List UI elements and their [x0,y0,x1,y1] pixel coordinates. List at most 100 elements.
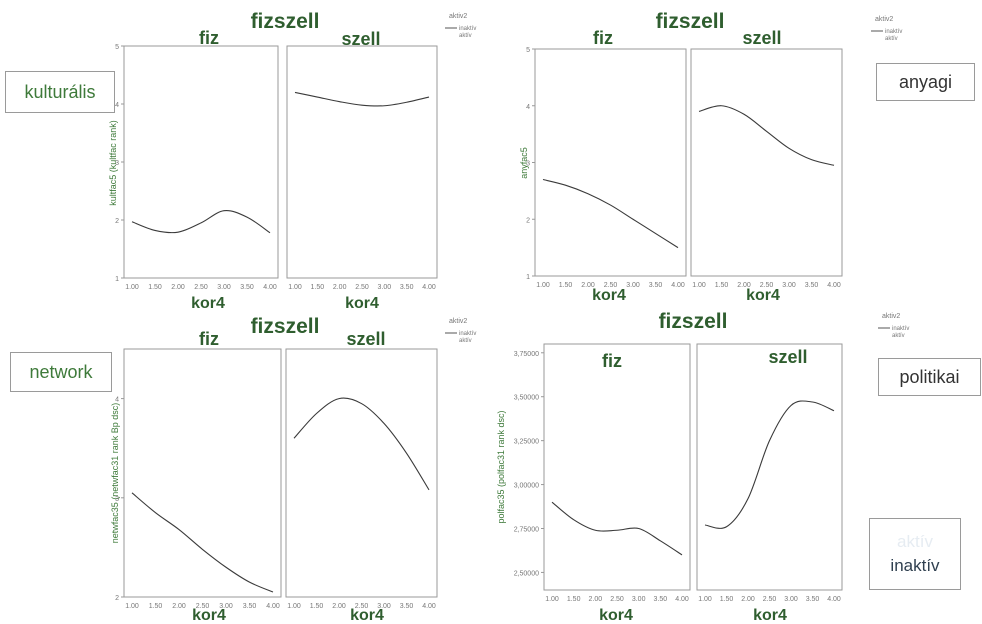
panel-label: fiz [593,28,613,48]
label-inaktiv: inaktív [890,556,940,575]
panel-frame [123,348,282,598]
y-tick-label: 3,25000 [514,439,539,446]
series-line-fiz [131,210,271,234]
x-tick-label: 4.00 [422,284,436,291]
x-tick-label: 1.50 [567,596,581,603]
x-tick-label: 4.00 [266,603,280,610]
y-tick-label: 3,75000 [514,351,539,358]
label-kulturalis: kulturális [5,71,115,113]
x-tick-label: 2.00 [172,603,186,610]
y-tick-label: 3 [115,496,119,503]
x-axis-label: kor4 [599,607,633,624]
x-tick-label: 3.50 [654,596,668,603]
x-tick-label: 1.50 [720,596,734,603]
legend-entry: inaktív [885,29,902,35]
chart-title: fizszell [656,10,725,33]
y-axis-label: netwfac35 (netwfac31 rank Bp dsc) [110,403,120,544]
x-tick-label: 1.00 [698,596,712,603]
label-anyagi: anyagi [876,63,975,101]
x-tick-label: 3.50 [400,603,414,610]
panel-frame [690,48,843,277]
x-tick-label: 2.50 [760,282,774,289]
y-tick-label: 2 [115,595,119,602]
x-tick-label: 4.00 [675,596,689,603]
x-tick-label: 4.00 [263,284,277,291]
x-tick-label: 1.00 [692,282,706,289]
x-tick-label: 2.50 [194,284,208,291]
legend-entry: aktív [892,333,905,339]
x-axis-label: kor4 [746,287,780,304]
legend-entry: aktív [459,338,472,344]
x-tick-label: 3.50 [400,284,414,291]
panel-label: szell [341,29,380,49]
x-tick-label: 3.00 [219,603,233,610]
x-tick-label: 4.00 [827,282,841,289]
chart-title: fizszell [251,10,320,33]
legend-entry: inaktív [459,26,476,32]
panel-frame [534,48,687,277]
panel-label: szell [768,347,807,367]
x-tick-label: 2.50 [604,282,618,289]
panel-frame [285,348,438,598]
legend-title: aktiv2 [449,318,467,325]
x-tick-label: 1.00 [545,596,559,603]
y-tick-label: 4 [115,102,119,109]
x-tick-label: 2.00 [741,596,755,603]
x-tick-label: 3.50 [240,284,254,291]
x-axis-label: kor4 [345,295,379,312]
panel-label: szell [346,329,385,349]
y-tick-label: 2 [115,218,119,225]
x-tick-label: 2.50 [355,603,369,610]
label-politikai: politikai [878,358,981,396]
x-tick-label: 1.00 [125,603,139,610]
legend-entry: aktív [459,33,472,39]
x-tick-label: 3.50 [805,282,819,289]
series-line-szell [698,105,835,166]
x-tick-label: 2.00 [332,603,346,610]
x-tick-label: 1.00 [536,282,550,289]
x-axis-label: kor4 [192,607,226,624]
panel-label: fiz [602,351,622,371]
label-network: network [10,352,112,392]
x-tick-label: 1.00 [125,284,139,291]
y-tick-label: 3,00000 [514,483,539,490]
x-axis-label: kor4 [753,607,787,624]
legend-title: aktiv2 [875,16,893,23]
x-tick-label: 1.50 [715,282,729,289]
chart-title: fizszell [251,315,320,338]
x-tick-label: 1.00 [287,603,301,610]
series-line-szell [704,400,835,529]
series-line-fiz [542,178,679,249]
y-tick-label: 5 [115,44,119,51]
y-tick-label: 3 [115,160,119,167]
x-tick-label: 1.50 [311,284,325,291]
y-axis-label: anyfac5 [519,147,529,179]
x-tick-label: 1.50 [310,603,324,610]
x-tick-label: 3.50 [243,603,257,610]
y-tick-label: 3,50000 [514,395,539,402]
legend-entry: aktív [885,36,898,42]
y-tick-label: 3 [526,161,530,168]
x-tick-label: 4.00 [827,596,841,603]
x-tick-label: 3.00 [378,284,392,291]
series-line-fiz [131,492,274,593]
series-line-szell [294,91,430,107]
x-tick-label: 3.50 [806,596,820,603]
x-tick-label: 2.00 [171,284,185,291]
x-tick-label: 1.50 [149,603,163,610]
x-tick-label: 2.50 [763,596,777,603]
y-tick-label: 2,75000 [514,527,539,534]
x-tick-label: 1.50 [559,282,573,289]
legend-title: aktiv2 [882,313,900,320]
x-axis-label: kor4 [191,295,225,312]
x-tick-label: 4.00 [422,603,436,610]
series-line-szell [293,397,430,491]
label-aktiv: aktív [897,532,933,551]
x-tick-label: 3.00 [377,603,391,610]
panel-frame [696,343,843,591]
y-axis-label: kultfac5 (kultfac rank) [108,120,118,206]
panel-label: fiz [199,329,219,349]
panel-label: fiz [199,28,219,48]
panel-frame [286,45,438,279]
